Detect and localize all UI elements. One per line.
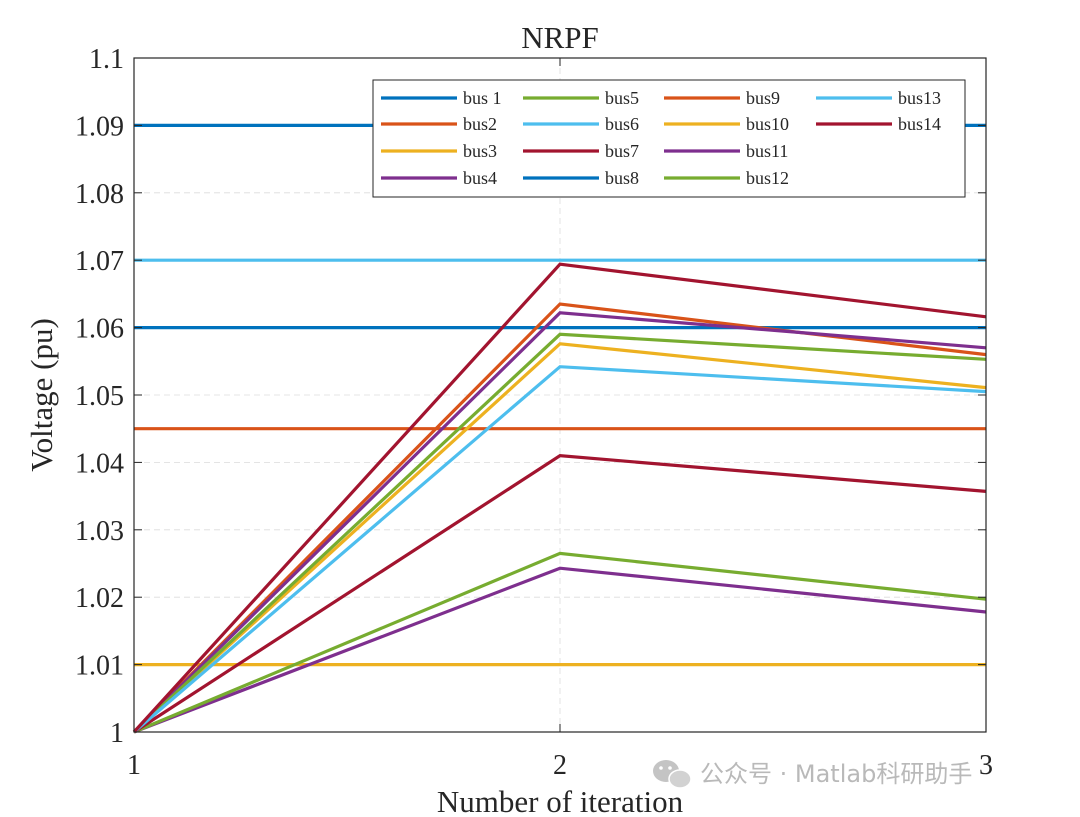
y-axis-ticks: 1 1.01 1.02 1.03 1.04 1.05 1.06 1.07 1.08 1.09 1.1 bbox=[75, 44, 986, 749]
legend-label-bus7: bus7 bbox=[605, 141, 639, 161]
y-tick-label: 1 bbox=[110, 718, 124, 749]
y-tick-label: 1.03 bbox=[75, 516, 124, 547]
watermark-text: 公众号 · Matlab科研助手 bbox=[700, 760, 972, 788]
x-tick-label: 1 bbox=[127, 750, 141, 781]
series-line-bus10 bbox=[132, 342, 987, 734]
y-tick-label: 1.05 bbox=[75, 381, 124, 412]
series-line-bus7 bbox=[133, 454, 987, 734]
y-tick-label: 1.02 bbox=[75, 583, 124, 614]
chart-title: NRPF bbox=[521, 20, 599, 55]
y-tick-label: 1.06 bbox=[75, 314, 124, 345]
y-tick-label: 1.04 bbox=[75, 448, 124, 479]
legend-label-bus14: bus14 bbox=[898, 114, 941, 134]
series-line-bus14 bbox=[132, 262, 987, 734]
legend-label-bus12: bus12 bbox=[746, 168, 789, 188]
legend-label-bus13: bus13 bbox=[898, 88, 941, 108]
y-axis-label: Voltage (pu) bbox=[24, 318, 59, 472]
legend-label-bus4: bus4 bbox=[463, 168, 497, 188]
x-axis-label: Number of iteration bbox=[437, 784, 684, 817]
y-tick-label: 1.1 bbox=[89, 44, 124, 75]
series-line-bus12 bbox=[132, 332, 987, 734]
series-line-bus11 bbox=[132, 311, 987, 734]
watermark: 公众号 · Matlab科研助手 bbox=[653, 760, 972, 789]
legend-label-bus10: bus10 bbox=[746, 114, 789, 134]
x-tick-label: 3 bbox=[979, 750, 993, 781]
legend-label-bus9: bus9 bbox=[746, 88, 780, 108]
legend-label-bus11: bus11 bbox=[746, 141, 788, 161]
x-axis-ticks: 1 2 3 bbox=[127, 58, 993, 781]
y-tick-label: 1.09 bbox=[75, 111, 124, 142]
series-line-bus5 bbox=[133, 551, 987, 734]
series-line-bus4 bbox=[133, 566, 987, 734]
legend-label-bus5: bus5 bbox=[605, 88, 639, 108]
wechat-icon bbox=[653, 760, 692, 789]
legend: bus 1 bus2 bus3 bus4 bus5 bus6 bus7 bus8 bus9 bus… bbox=[372, 79, 966, 198]
y-tick-label: 1.07 bbox=[75, 246, 124, 277]
series-line-bus13 bbox=[132, 365, 987, 734]
y-tick-label: 1.01 bbox=[75, 651, 124, 682]
legend-label-bus1: bus 1 bbox=[463, 88, 502, 108]
y-tick-label: 1.08 bbox=[75, 179, 124, 210]
legend-label-bus8: bus8 bbox=[605, 168, 639, 188]
x-tick-label: 2 bbox=[553, 750, 567, 781]
legend-label-bus3: bus3 bbox=[463, 141, 497, 161]
legend-label-bus6: bus6 bbox=[605, 114, 639, 134]
legend-label-bus2: bus2 bbox=[463, 114, 497, 134]
